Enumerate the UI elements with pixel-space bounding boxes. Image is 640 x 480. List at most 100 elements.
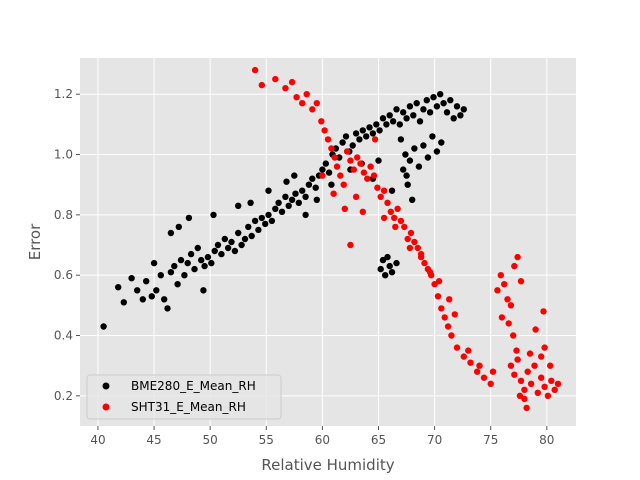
data-point [389, 118, 397, 125]
data-point [426, 109, 434, 116]
data-point [288, 196, 296, 203]
data-point [359, 208, 366, 215]
data-point [356, 136, 363, 143]
data-point [420, 142, 427, 149]
data-point [258, 214, 265, 222]
data-point [424, 154, 432, 161]
data-point [386, 262, 393, 270]
data-point [357, 160, 364, 167]
data-point [354, 154, 361, 161]
data-point [551, 386, 558, 393]
data-point [148, 293, 155, 300]
data-point [275, 199, 282, 206]
x-tick-label: 65 [371, 433, 386, 447]
data-point [278, 208, 286, 215]
data-point [288, 78, 296, 86]
data-points [100, 66, 562, 412]
data-point [404, 181, 411, 188]
data-point [171, 262, 178, 270]
data-point [364, 175, 371, 182]
data-point [339, 139, 346, 146]
data-point [283, 178, 290, 185]
data-point [167, 269, 175, 276]
data-point [177, 256, 185, 264]
data-point [208, 259, 215, 267]
data-point [527, 380, 535, 387]
data-point [181, 272, 188, 279]
data-point [429, 133, 436, 140]
x-tick-label: 60 [315, 433, 330, 447]
legend-label-sht31: SHT31_E_Mean_RH [131, 400, 246, 414]
data-point [391, 214, 398, 222]
data-point [128, 275, 135, 282]
data-point [517, 377, 525, 384]
data-point [200, 287, 207, 294]
data-point [139, 296, 146, 303]
data-point [448, 332, 455, 339]
data-point [115, 284, 122, 291]
data-point [394, 205, 401, 212]
data-point [379, 256, 387, 264]
data-point [247, 199, 254, 206]
data-point [272, 75, 279, 83]
data-point [417, 253, 425, 261]
data-point [510, 332, 517, 339]
data-point [268, 217, 276, 225]
x-axis-label: Relative Humidity [261, 456, 394, 474]
data-point [423, 97, 430, 104]
data-point [382, 272, 389, 279]
data-point [293, 94, 300, 101]
data-point [313, 100, 320, 107]
data-point [409, 196, 416, 203]
data-point [299, 187, 306, 194]
data-point [489, 368, 497, 375]
data-point [321, 127, 328, 134]
data-point [164, 305, 171, 312]
series-0 [100, 91, 467, 330]
data-point [377, 265, 384, 273]
data-point [328, 145, 335, 152]
data-point [210, 211, 217, 219]
data-point [184, 259, 191, 267]
data-point [467, 359, 474, 366]
data-point [375, 157, 382, 164]
data-point [431, 281, 438, 288]
y-tick-label: 1.2 [54, 87, 73, 101]
data-point [538, 353, 545, 360]
data-point [476, 362, 483, 369]
data-point [505, 320, 512, 327]
data-point [134, 287, 141, 294]
data-point [411, 145, 418, 152]
data-point [282, 85, 289, 92]
data-point [386, 112, 393, 119]
data-point [318, 118, 325, 125]
y-axis-ticks: 0.2 0.4 0.6 0.8 1.0 1.2 [54, 87, 80, 403]
x-tick-label: 70 [427, 433, 442, 447]
x-tick-label: 50 [203, 433, 218, 447]
data-point [453, 103, 461, 110]
data-point [523, 404, 530, 412]
data-point [384, 253, 391, 261]
data-point [185, 214, 193, 222]
data-point [255, 226, 262, 234]
data-point [191, 265, 198, 273]
data-point [465, 347, 472, 354]
data-point [174, 281, 181, 288]
data-point [400, 166, 407, 173]
data-point [218, 250, 225, 258]
data-point [514, 253, 521, 261]
data-point [404, 235, 411, 243]
data-point [374, 184, 381, 191]
data-point [514, 356, 521, 363]
data-point [451, 311, 458, 318]
x-tick-label: 45 [146, 433, 161, 447]
data-point [150, 259, 158, 267]
data-point [303, 91, 310, 98]
data-point [511, 262, 518, 270]
data-point [413, 100, 420, 107]
data-point [450, 115, 457, 122]
data-point [299, 100, 306, 107]
data-point [309, 175, 316, 182]
data-point [548, 377, 555, 384]
y-tick-label: 0.8 [54, 208, 73, 222]
